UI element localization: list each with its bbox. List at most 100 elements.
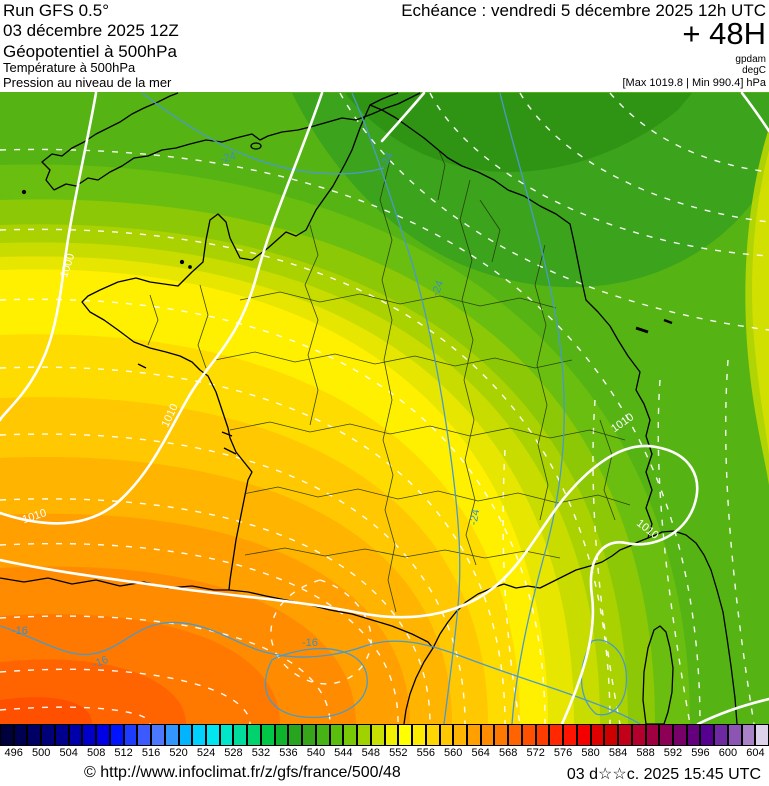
field-pressure-label: Pression au niveau de la mer xyxy=(3,75,172,90)
scale-cell xyxy=(618,724,632,746)
temperature-label: -24 xyxy=(468,508,483,526)
scale-cell xyxy=(288,724,303,746)
italy-coastline xyxy=(647,530,738,724)
scale-cell xyxy=(741,724,756,746)
scale-label: 604 xyxy=(746,747,765,759)
belle-ile xyxy=(137,363,147,369)
field-temperature-label: Température à 500hPa xyxy=(3,60,136,75)
scale-cell xyxy=(453,724,467,746)
scale-cell xyxy=(247,724,261,746)
scale-cell xyxy=(686,724,701,746)
scale-label: 596 xyxy=(691,747,710,759)
scale-cell xyxy=(659,724,673,746)
scilly-isles xyxy=(21,189,27,195)
scale-label: 528 xyxy=(224,747,243,759)
scale-cell xyxy=(357,724,371,746)
scale-cell xyxy=(480,724,495,746)
temperature-label: -24 xyxy=(219,150,237,166)
validity-datetime: Echéance : vendredi 5 décembre 2025 12h … xyxy=(401,1,766,20)
copyright-url: © http://www.infoclimat.fr/z/gfs/france/… xyxy=(84,764,401,781)
scale-label: 588 xyxy=(636,747,655,759)
scale-label: 496 xyxy=(4,747,23,759)
scale-cell xyxy=(27,724,42,746)
scale-cell xyxy=(466,724,481,746)
unit-temperature: degC xyxy=(742,65,766,76)
coastline-layer xyxy=(0,92,738,724)
scale-cell xyxy=(315,724,330,746)
scale-cell xyxy=(302,724,316,746)
scale-cell xyxy=(96,724,110,746)
scale-cell xyxy=(206,724,220,746)
map-layers: 1000 1010 1010 1010 1010 -24 -24 -24 -24… xyxy=(0,92,769,724)
temperature-label: -24 xyxy=(430,279,447,298)
scale-cell xyxy=(0,724,14,746)
scale-cell xyxy=(68,724,83,746)
scale-cell xyxy=(521,724,536,746)
pressure-extremes: [Max 1019.8 | Min 990.4] hPa xyxy=(622,77,767,89)
scale-label: 552 xyxy=(389,747,408,759)
model-run-date: 03 décembre 2025 12Z xyxy=(3,21,179,40)
scale-label: 512 xyxy=(114,747,133,759)
map-svg: 1000 1010 1010 1010 1010 -24 -24 -24 -24… xyxy=(0,92,769,724)
scale-label: 564 xyxy=(471,747,490,759)
belgium-coastline xyxy=(369,92,399,106)
isotherm-layer xyxy=(0,92,641,724)
scale-cell xyxy=(755,724,769,746)
england-south-coastline xyxy=(53,92,421,191)
spain-east-coastline xyxy=(403,647,434,724)
scale-cell xyxy=(576,724,591,746)
generation-datetime: 03 d☆☆c. 2025 15:45 UTC xyxy=(566,766,761,783)
field-geopotential-label: Géopotentiel à 500hPa xyxy=(3,42,177,61)
scale-cell xyxy=(151,724,165,746)
scale-cell xyxy=(412,724,426,746)
ile-de-re xyxy=(221,431,233,437)
scale-label: 500 xyxy=(32,747,51,759)
scale-cell xyxy=(645,724,660,746)
scale-cell xyxy=(398,724,413,746)
scale-cell xyxy=(439,724,454,746)
scale-label: 584 xyxy=(608,747,628,759)
spain-north-coastline xyxy=(0,577,229,591)
unit-geopotential: gpdam xyxy=(735,54,766,65)
scale-label: 572 xyxy=(526,747,545,759)
scale-label: 592 xyxy=(663,747,683,759)
france-coastline xyxy=(81,104,653,649)
scale-label: 600 xyxy=(718,747,738,759)
scale-cell xyxy=(425,724,440,746)
scale-cell xyxy=(82,724,97,746)
isle-of-wight xyxy=(250,142,262,150)
lake-constance xyxy=(663,318,673,325)
scale-cell xyxy=(274,724,289,746)
scale-cell xyxy=(123,724,138,746)
scale-label: 516 xyxy=(141,747,161,759)
scale-label: 504 xyxy=(59,747,78,759)
forecast-step: + 48H xyxy=(682,16,766,51)
scale-cell xyxy=(604,724,619,746)
weather-map-canvas: 1000 1010 1010 1010 1010 -24 -24 -24 -24… xyxy=(0,92,769,724)
scale-label: 524 xyxy=(196,747,216,759)
scale-cell xyxy=(109,724,124,746)
temperature-fill-layer xyxy=(0,92,769,724)
scale-cell xyxy=(329,724,344,746)
scale-label: 536 xyxy=(279,747,298,759)
scale-cell xyxy=(631,724,646,746)
scale-cell xyxy=(727,724,742,746)
scale-cell xyxy=(178,724,193,746)
scale-cell xyxy=(549,724,564,746)
temperature-label: -16 xyxy=(91,654,110,671)
scale-label: 520 xyxy=(169,747,188,759)
channel-island xyxy=(179,259,185,265)
scale-cell xyxy=(714,724,728,746)
model-run-label: Run GFS 0.5° xyxy=(3,1,110,20)
scale-label: 556 xyxy=(416,747,435,759)
temperature-label: -16 xyxy=(302,637,318,649)
scale-cell xyxy=(494,724,509,746)
channel-island xyxy=(188,265,192,269)
scale-cell xyxy=(54,724,69,746)
scale-cell xyxy=(370,724,385,746)
scale-cell xyxy=(260,724,275,746)
scale-label: 576 xyxy=(553,747,573,759)
scale-cell xyxy=(13,724,28,746)
department-boundary-layer xyxy=(147,129,631,613)
